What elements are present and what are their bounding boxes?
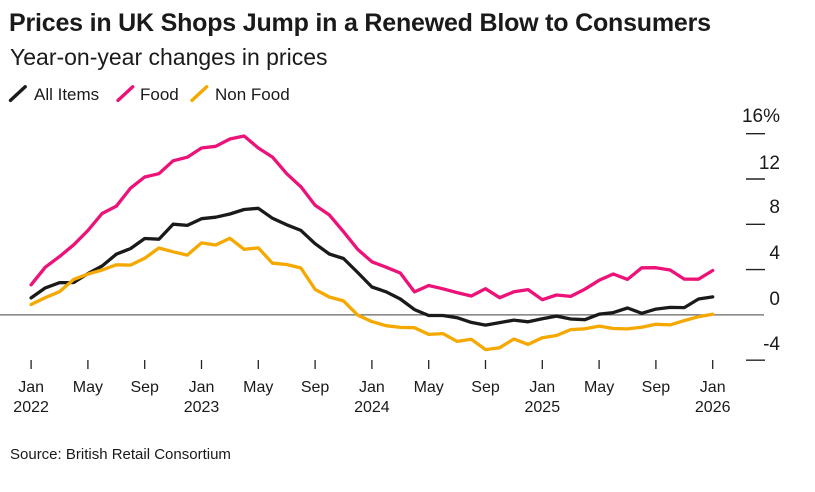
svg-text:Food: Food xyxy=(140,85,179,104)
svg-text:Jan: Jan xyxy=(529,379,555,396)
svg-text:4: 4 xyxy=(769,243,780,264)
svg-text:2023: 2023 xyxy=(184,399,220,416)
svg-text:Jan: Jan xyxy=(700,379,726,396)
svg-text:Jan: Jan xyxy=(189,379,215,396)
svg-text:May: May xyxy=(584,379,614,396)
svg-text:Jan: Jan xyxy=(359,379,385,396)
svg-text:Jan: Jan xyxy=(18,379,44,396)
svg-text:2022: 2022 xyxy=(13,399,49,416)
svg-text:2026: 2026 xyxy=(695,399,731,416)
svg-text:Sep: Sep xyxy=(642,379,671,396)
svg-text:May: May xyxy=(414,379,444,396)
svg-text:Non Food: Non Food xyxy=(215,85,290,104)
svg-text:-4: -4 xyxy=(763,334,780,355)
svg-text:Sep: Sep xyxy=(301,379,330,396)
svg-text:16%: 16% xyxy=(742,106,780,127)
svg-text:May: May xyxy=(243,379,273,396)
svg-text:12: 12 xyxy=(759,153,780,174)
svg-text:2025: 2025 xyxy=(525,399,561,416)
svg-text:Sep: Sep xyxy=(130,379,159,396)
svg-text:0: 0 xyxy=(769,289,780,310)
svg-text:All Items: All Items xyxy=(34,85,99,104)
svg-text:2024: 2024 xyxy=(354,399,390,416)
svg-text:8: 8 xyxy=(769,197,780,218)
svg-text:Sep: Sep xyxy=(471,379,500,396)
svg-text:May: May xyxy=(73,379,103,396)
